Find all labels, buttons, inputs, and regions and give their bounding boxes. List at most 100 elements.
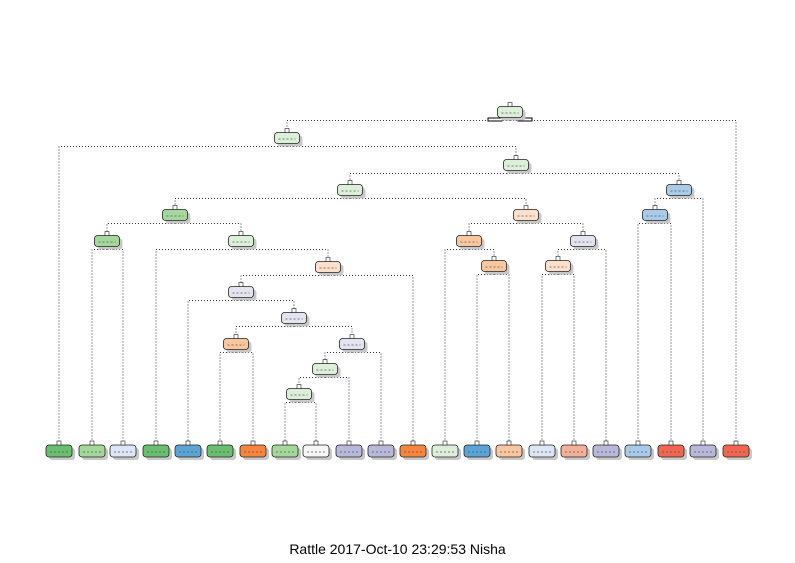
node-number-tab: [652, 205, 658, 210]
edge-n8-L19: [637, 223, 655, 445]
leaf-L8: [271, 440, 301, 460]
box-fill: [274, 132, 300, 144]
edge-n9-L3: [107, 249, 124, 445]
node-number-tab: [346, 440, 352, 446]
edge-n3-n5: [516, 173, 680, 185]
edge-n6-n9: [106, 223, 175, 236]
node-number-tab: [603, 440, 609, 446]
node-number-tab: [668, 440, 674, 446]
box-fill: [339, 338, 365, 350]
node-number-tab: [466, 231, 472, 236]
box-fill: [302, 444, 330, 458]
box-fill: [162, 209, 188, 221]
box-fill: [570, 235, 596, 247]
box-fill: [142, 444, 170, 458]
box-fill: [503, 159, 529, 171]
leaf-L1: [45, 440, 75, 460]
edge-n7-n12: [526, 223, 584, 236]
box-fill: [560, 444, 588, 458]
tree-nodes: [45, 102, 752, 460]
edge-n20-n21: [298, 377, 325, 389]
node-number-tab: [676, 180, 682, 185]
edge-n20-L10: [325, 377, 350, 445]
node-number-tab: [120, 440, 126, 446]
edge-n17-n19: [294, 326, 353, 339]
box-fill: [78, 444, 106, 458]
edge-n11-n14: [469, 249, 495, 261]
node-number-tab: [313, 440, 319, 446]
node-number-tab: [506, 440, 512, 446]
box-fill: [109, 444, 137, 458]
box-fill: [271, 444, 299, 458]
leaf-L11: [367, 440, 397, 460]
node-n18: [223, 334, 252, 353]
edge-n14-L15: [494, 274, 510, 445]
node-number-tab: [233, 334, 239, 339]
node-n20: [312, 359, 341, 378]
node-number-tab: [217, 440, 223, 446]
box-fill: [399, 444, 427, 458]
edge-n17-n18: [235, 326, 294, 339]
node-n2: [274, 128, 303, 147]
edge-n5-n8: [654, 198, 679, 210]
node-number-tab: [513, 155, 519, 160]
edge-n13-n16: [240, 275, 328, 287]
node-number-tab: [635, 440, 641, 446]
node-number-tab: [282, 440, 288, 446]
box-fill: [174, 444, 202, 458]
edge-n1-n2: [286, 120, 510, 133]
edge-n7-n11: [468, 223, 526, 236]
node-number-tab: [507, 102, 513, 107]
leaf-L19: [624, 440, 654, 460]
node-number-tab: [555, 256, 561, 261]
box-fill: [528, 444, 556, 458]
leaf-L12: [399, 440, 429, 460]
box-fill: [315, 261, 341, 273]
node-n19: [339, 334, 368, 353]
box-fill: [456, 235, 482, 247]
node-n8: [642, 205, 671, 224]
leaf-L16: [528, 440, 558, 460]
box-fill: [312, 363, 338, 375]
box-fill: [545, 260, 571, 272]
box-fill: [239, 444, 267, 458]
box-fill: [642, 209, 668, 221]
edge-n4-n7: [350, 198, 527, 210]
box-fill: [337, 184, 363, 196]
edge-n9-L2: [91, 249, 107, 445]
node-number-tab: [238, 231, 244, 236]
box-fill: [335, 444, 363, 458]
box-fill: [463, 444, 491, 458]
leaf-L2: [78, 440, 108, 460]
edge-n16-L5: [187, 300, 241, 445]
leaf-L6: [206, 440, 236, 460]
box-fill: [228, 286, 254, 298]
node-n4: [337, 180, 366, 199]
edge-n8-L20: [655, 223, 672, 445]
box-fill: [495, 444, 523, 458]
node-number-tab: [284, 128, 290, 133]
node-number-tab: [733, 440, 739, 446]
edge-n6-n10: [175, 223, 242, 236]
edge-n21-L8: [284, 402, 299, 445]
node-number-tab: [700, 440, 706, 446]
node-number-tab: [325, 257, 331, 262]
node-number-tab: [539, 440, 545, 446]
box-fill: [367, 444, 395, 458]
node-n9: [94, 231, 123, 250]
node-number-tab: [410, 440, 416, 446]
edge-n5-L21: [679, 198, 704, 445]
box-fill: [228, 235, 254, 247]
node-number-tab: [296, 384, 302, 389]
tree-edges: [58, 117, 737, 445]
node-n12: [570, 231, 599, 250]
box-fill: [286, 388, 312, 400]
leaf-L22: [722, 440, 752, 460]
leaf-L10: [335, 440, 365, 460]
node-number-tab: [349, 334, 355, 339]
edge-n18-L7: [236, 352, 254, 445]
edge-n16-n17: [241, 300, 295, 313]
node-n14: [481, 256, 510, 275]
node-n13: [315, 257, 344, 276]
